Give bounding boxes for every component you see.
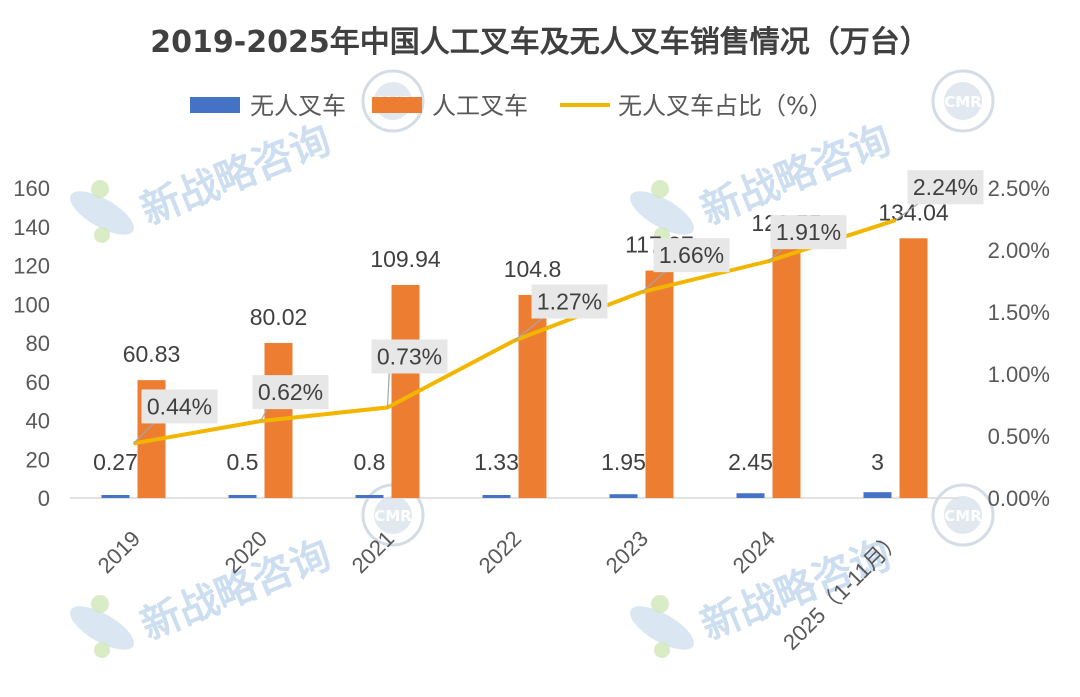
watermark-logo-dot bbox=[651, 595, 669, 613]
bar-unmanned bbox=[355, 495, 384, 498]
data-label-ratio: 1.66% bbox=[659, 242, 724, 268]
data-label-manual: 60.83 bbox=[123, 341, 181, 367]
y-right-tick-label: 1.00% bbox=[988, 362, 1050, 387]
x-tick-label: 2019 bbox=[93, 526, 145, 578]
y-left-tick-label: 60 bbox=[26, 370, 50, 395]
data-label-unmanned: 3 bbox=[871, 449, 884, 475]
y-left-tick-label: 0 bbox=[38, 486, 50, 511]
watermark-logo-dot bbox=[654, 642, 670, 658]
watermark-logo-dot bbox=[91, 595, 109, 613]
y-right-tick-label: 2.50% bbox=[988, 176, 1050, 201]
data-label-unmanned: 0.5 bbox=[227, 449, 259, 475]
data-label-manual: 80.02 bbox=[250, 304, 308, 330]
legend-swatch-unmanned bbox=[190, 97, 240, 113]
data-label-box bbox=[141, 389, 218, 424]
data-label-box bbox=[907, 170, 984, 205]
watermark-seal-text: CMR bbox=[944, 507, 982, 525]
watermark-seal-text: CMR bbox=[374, 507, 412, 525]
watermark-seal-core bbox=[944, 82, 982, 120]
watermark-seal-core bbox=[944, 496, 982, 534]
watermark-seal-ring bbox=[361, 69, 425, 133]
watermark: 新战略咨询 bbox=[70, 117, 338, 243]
data-label-box bbox=[371, 339, 448, 374]
watermark-logo-dot bbox=[91, 180, 109, 198]
watermark-logo-mark bbox=[70, 606, 134, 650]
x-tick-label: 2024 bbox=[728, 526, 780, 578]
bar-manual bbox=[645, 270, 674, 498]
bar-unmanned bbox=[228, 495, 257, 498]
data-label-box bbox=[531, 284, 608, 319]
data-label-box bbox=[770, 215, 847, 250]
data-label-ratio: 1.27% bbox=[537, 289, 602, 315]
plot-area: 0 20 40 60 80 100 120 140 160 0.00% 0.50% 1.00% 1.50… bbox=[13, 170, 1050, 655]
bar-unmanned bbox=[609, 494, 638, 498]
y-left-tick-label: 160 bbox=[13, 176, 50, 201]
data-label-unmanned: 0.27 bbox=[93, 449, 138, 475]
data-label-leader bbox=[386, 367, 391, 408]
bar-unmanned bbox=[101, 495, 130, 498]
watermark-text: 新战略咨询 bbox=[135, 117, 338, 235]
watermark-logo-dot bbox=[94, 642, 110, 658]
data-label-manual: 109.94 bbox=[370, 246, 441, 272]
data-label-unmanned: 1.95 bbox=[601, 449, 646, 475]
watermark-logo-dot bbox=[94, 227, 110, 243]
y-right-tick-label: 0.00% bbox=[988, 486, 1050, 511]
chart-title: 2019-2025年中国人工叉车及无人叉车销售情况（万台） bbox=[150, 25, 929, 60]
bar-unmanned bbox=[736, 493, 765, 498]
legend-label-unmanned: 无人叉车 bbox=[250, 92, 346, 120]
legend-label-manual: 人工叉车 bbox=[432, 92, 528, 120]
data-label-unmanned: 1.33 bbox=[474, 449, 519, 475]
bar-manual bbox=[899, 238, 928, 499]
data-label-ratio: 0.62% bbox=[258, 379, 323, 405]
data-label-box bbox=[653, 238, 730, 273]
watermark-logo-dot bbox=[651, 180, 669, 198]
y-left-tick-label: 140 bbox=[13, 215, 50, 240]
watermark-logo-mark bbox=[70, 191, 134, 235]
watermark-seal-ring bbox=[931, 483, 995, 547]
legend: 无人叉车 人工叉车 无人叉车占比（%） bbox=[190, 92, 833, 120]
watermark-seal: CMR bbox=[931, 483, 995, 547]
y-left-tick-label: 100 bbox=[13, 292, 50, 317]
data-label-ratio: 1.91% bbox=[776, 219, 841, 245]
y-left-tick-label: 120 bbox=[13, 254, 50, 279]
data-label-ratio: 0.73% bbox=[377, 343, 442, 369]
data-label-unmanned: 0.8 bbox=[354, 449, 386, 475]
watermark-logo-mark bbox=[630, 191, 694, 235]
x-tick-label: 2022 bbox=[474, 526, 526, 578]
data-label-unmanned: 2.45 bbox=[728, 449, 773, 475]
y-left-tick-label: 40 bbox=[26, 409, 50, 434]
y-left-tick-label: 80 bbox=[26, 331, 50, 356]
data-label-box bbox=[252, 375, 329, 410]
watermark-seal-core bbox=[374, 496, 412, 534]
y-left-tick-label: 20 bbox=[26, 447, 50, 472]
legend-swatch-manual bbox=[372, 97, 422, 113]
bar-unmanned bbox=[863, 492, 892, 498]
y-right-tick-label: 1.50% bbox=[988, 300, 1050, 325]
bar-manual bbox=[772, 248, 801, 498]
y-right-tick-label: 0.50% bbox=[988, 424, 1050, 449]
watermark-seal: CMR bbox=[931, 69, 995, 133]
x-tick-label: 2023 bbox=[601, 526, 653, 578]
watermark-logo-mark bbox=[630, 606, 694, 650]
watermark-seal-ring bbox=[931, 69, 995, 133]
data-label-ratio: 0.44% bbox=[147, 393, 212, 419]
watermark-seal-text: CMR bbox=[944, 93, 982, 111]
legend-label-ratio: 无人叉车占比（%） bbox=[618, 92, 833, 120]
bar-unmanned bbox=[482, 495, 511, 498]
data-label-manual: 104.8 bbox=[504, 256, 562, 282]
data-label-ratio: 2.24% bbox=[913, 174, 978, 200]
y-right-tick-label: 2.00% bbox=[988, 238, 1050, 263]
